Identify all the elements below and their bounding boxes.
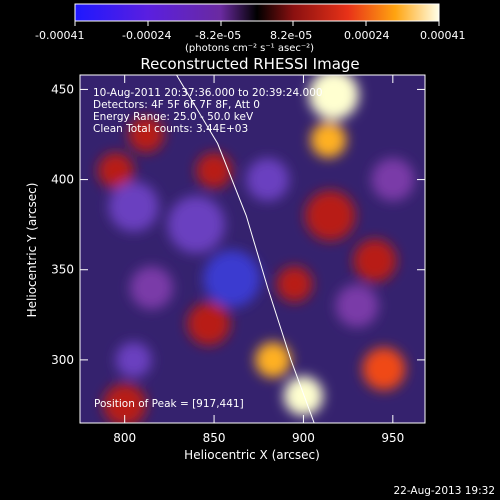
- heatmap-source-blob: [108, 181, 159, 232]
- y-tick-label: 450: [51, 82, 74, 96]
- heatmap-source-blob: [167, 196, 225, 254]
- x-tick-label: 850: [203, 431, 226, 445]
- chart-title: Reconstructed RHESSI Image: [140, 55, 359, 73]
- heatmap-source-blob: [255, 342, 291, 378]
- colorbar-tick-label: -0.00041: [35, 29, 84, 42]
- heatmap-source-blob: [203, 250, 261, 308]
- y-tick-label: 400: [51, 173, 74, 187]
- heatmap-source-blob: [196, 152, 232, 189]
- colorbar-tick-label: 0.00041: [420, 29, 466, 42]
- heatmap-source-blob: [305, 190, 356, 241]
- plot-frame: [79, 74, 426, 424]
- heatmap-source-blob: [283, 376, 324, 416]
- colorbar-units: (photons cm⁻² s⁻¹ asec⁻²): [185, 43, 314, 54]
- colorbar-tick-labels: -0.00041 -0.00024 -8.2e-05 8.2e-05 0.000…: [35, 29, 466, 42]
- annotation-energy-range: Energy Range: 25.0 - 50.0 keV: [93, 111, 254, 123]
- annotation-clean-counts: Clean Total counts: 3.44E+03: [93, 123, 248, 135]
- peak-position-label: Position of Peak = [917,441]: [94, 398, 244, 410]
- annotation-time-range: 10-Aug-2011 20:37:36.000 to 20:39:24.000: [93, 87, 323, 99]
- heatmap-source-blob: [130, 266, 173, 310]
- colorbar-tick-label: 8.2e-05: [270, 29, 312, 42]
- colorbar-tick-label: 0.00024: [344, 29, 390, 42]
- heatmap-source-blob: [187, 302, 231, 346]
- heatmap-source-blob: [335, 284, 379, 328]
- heatmap-source-blob: [362, 347, 406, 391]
- heatmap-source-blob: [103, 383, 147, 423]
- x-axis: 800 850 900 950: [113, 75, 404, 445]
- colorbar-ticks: [74, 21, 440, 26]
- heatmap-source-blob: [128, 116, 165, 153]
- x-tick-label: 800: [113, 431, 136, 445]
- x-axis-label: Heliocentric X (arcsec): [184, 448, 320, 462]
- heatmap-source-blob: [97, 152, 134, 189]
- colorbar: [74, 3, 440, 22]
- y-axis-label: Heliocentric Y (arcsec): [25, 183, 39, 318]
- x-tick-label: 900: [292, 431, 315, 445]
- annotation-block: 10-Aug-2011 20:37:36.000 to 20:39:24.000…: [93, 87, 323, 135]
- y-axis: 300 350 400 450: [51, 82, 425, 367]
- heatmap-image: [97, 75, 415, 423]
- colorbar-tick-label: -0.00024: [122, 29, 171, 42]
- heatmap-source-blob: [246, 158, 290, 202]
- x-tick-label: 950: [381, 431, 404, 445]
- heatmap-source-blob: [310, 122, 347, 158]
- heatmap-source-blob: [371, 158, 415, 202]
- y-tick-label: 350: [51, 263, 74, 277]
- footer-timestamp: 22-Aug-2013 19:32: [393, 485, 495, 497]
- y-tick-label: 300: [51, 353, 74, 367]
- heatmap-source-blob: [115, 342, 152, 378]
- heatmap-source-blob: [276, 266, 313, 303]
- heatmap-source-blob: [308, 75, 359, 120]
- solar-limb-curve: [176, 75, 315, 423]
- annotation-detectors: Detectors: 4F 5F 6F 7F 8F, Att 0: [93, 99, 260, 111]
- colorbar-tick-label: -8.2e-05: [195, 29, 241, 42]
- heatmap-source-blob: [353, 239, 397, 283]
